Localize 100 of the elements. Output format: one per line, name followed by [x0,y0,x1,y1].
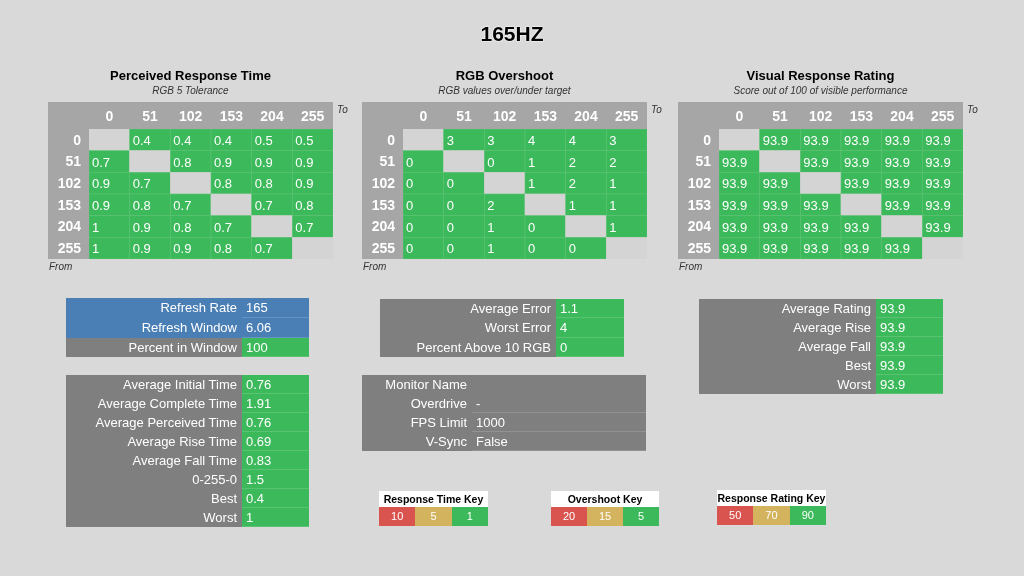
data-label: 93.9 [803,154,829,170]
text: False [476,434,508,449]
y-tick-label: 153 [687,196,712,213]
category-label: Worst [202,509,238,527]
data-label: 1 [609,176,617,192]
text: 70 [765,509,778,521]
category-label: Average Error [469,300,552,318]
category-label: Average Initial Time [122,376,238,394]
data-label: 4 [528,132,536,148]
category-label: Percent Above 10 RGB [415,338,552,357]
data-label: 0.8 [132,197,151,213]
data-label: 1 [487,241,495,257]
data-label: 1.1 [556,299,624,319]
data-label: 1 [609,219,617,235]
x-tick-label: 51 [772,108,788,124]
data-label: 2 [568,176,576,192]
data-label: 93.9 [925,197,951,213]
data-label: 0 [446,176,454,192]
x-tick-label: 0 [105,108,114,124]
data-label: 0.4 [132,132,151,148]
data-label: 93.9 [844,154,870,170]
data-label: 0.7 [254,197,273,213]
category-label: Average Rise Time [126,433,238,451]
data-label: 0.7 [254,241,273,257]
y-tick-label: 51 [65,153,82,170]
data-label: 1 [528,176,536,192]
data-label: 93.9 [925,132,951,148]
data-label: 0 [556,337,624,357]
y-tick-label: 153 [57,196,82,213]
text: 1000 [476,415,505,430]
data-label: 1 [92,219,100,235]
x-tick-label: 204 [890,108,914,124]
data-label: 0.7 [132,176,151,192]
category-label: 0-255-0 [191,471,238,489]
data-label: 0 [406,219,414,235]
data-label: 93.9 [722,197,748,213]
text: 10 [391,510,404,522]
data-label: 0 [528,241,536,257]
data-label: 93.9 [722,219,748,235]
text: - [476,396,481,411]
y-tick-label: 0 [703,131,712,148]
data-label: 0.69 [242,432,309,451]
data-label: 93.9 [884,241,910,257]
data-label: 0.9 [295,176,314,192]
data-label: 93.9 [925,219,951,235]
data-label: 0.9 [214,154,233,170]
data-label: 1 [242,508,309,527]
data-label: 0.8 [173,154,192,170]
data-label: 0 [406,176,414,192]
category-label: Percent in Window [127,339,238,357]
x-tick-label: 204 [260,108,284,124]
data-label: 2 [487,197,495,213]
x-tick-label: 51 [142,108,158,124]
y-tick-label: 255 [371,240,396,257]
category-label: Best [210,490,238,508]
y-tick-label: 102 [57,175,82,192]
data-label: 93.9 [876,356,943,375]
data-label: 165 [242,298,309,318]
y-axis-title: From [363,261,387,272]
category-label: FPS Limit [409,414,468,432]
data-label: 93.9 [762,219,788,235]
data-label: 93.9 [876,299,943,318]
data-label: 0.7 [92,154,111,170]
data-label: 93.9 [844,176,870,192]
category-label: Overdrive [409,395,468,413]
y-tick-label: 51 [695,153,712,170]
category-label: Refresh Window [140,319,238,337]
data-label: 93.9 [876,375,943,394]
data-label: 93.9 [876,337,943,356]
y-tick-label: 255 [687,240,712,257]
data-label: 0.8 [214,176,233,192]
x-axis-title: To [651,104,662,115]
data-label: 93.9 [762,197,788,213]
x-tick-label: 204 [574,108,598,124]
data-label: 93.9 [844,219,870,235]
y-tick-label: 255 [57,240,82,257]
x-tick-label: 255 [930,108,955,124]
text: 1 [466,510,473,522]
data-label: 1 [568,197,576,213]
data-label: 93.9 [803,197,829,213]
data-label: 0 [406,197,414,213]
data-label: 0.76 [242,375,309,394]
x-tick-label: 102 [492,108,517,124]
data-label: 93.9 [803,241,829,257]
data-label: 0 [446,197,454,213]
x-tick-label: 153 [533,108,558,124]
data-label: 0 [406,241,414,257]
category-label: Average Perceived Time [94,414,238,432]
text: 15 [598,510,612,522]
data-label: 0.76 [242,413,309,432]
category-label: Average Rating [780,300,872,318]
data-label: 93.9 [803,132,829,148]
data-label: 0.4 [214,132,233,148]
x-tick-label: 102 [808,108,833,124]
data-label: 1.5 [242,470,309,489]
x-tick-label: 102 [178,108,203,124]
category-label: Average Rise [792,319,872,337]
data-label: 0.8 [254,176,273,192]
data-label: 93.9 [762,241,788,257]
x-axis-title: To [967,104,978,115]
